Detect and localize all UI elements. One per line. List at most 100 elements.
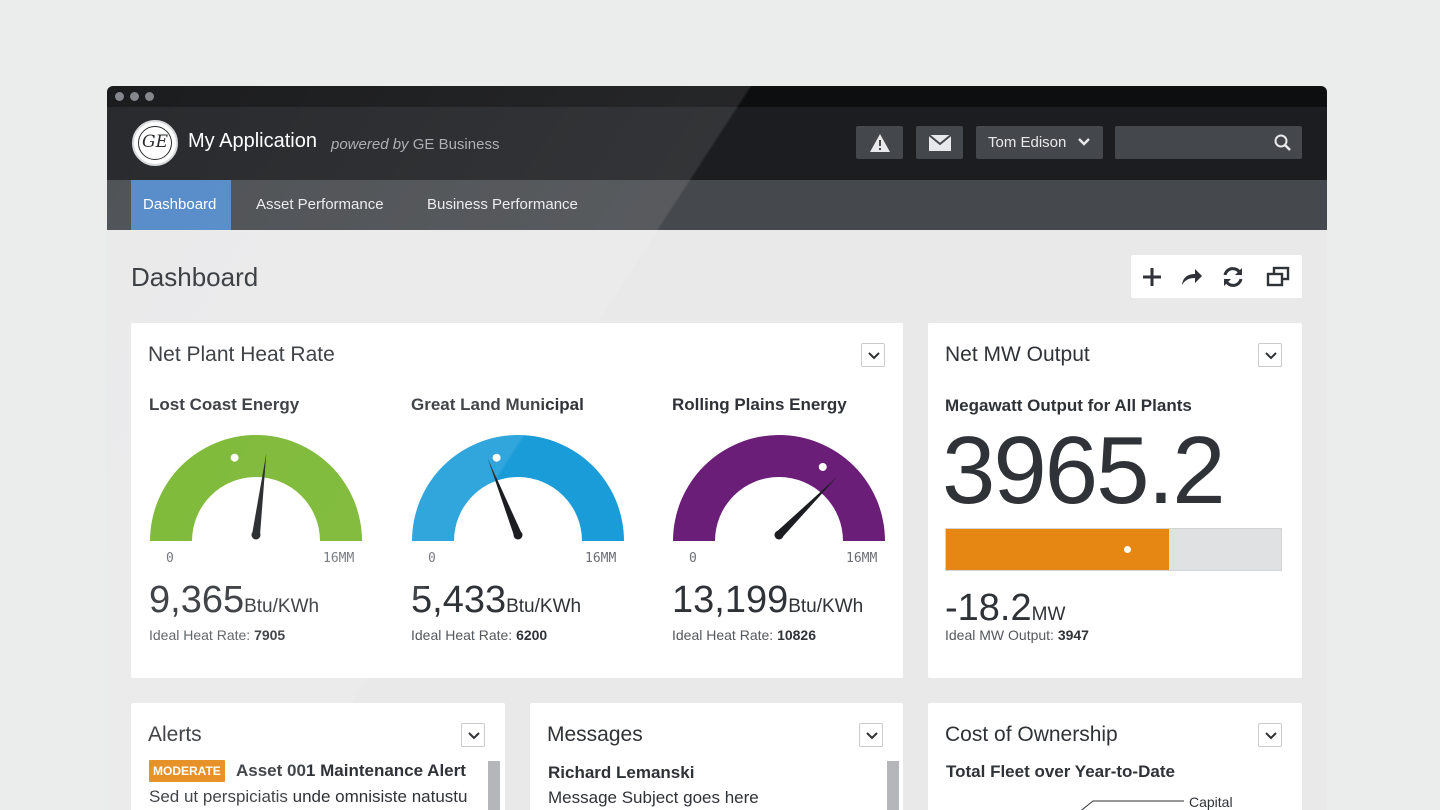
- tab-dashboard[interactable]: Dashboard: [131, 180, 231, 230]
- powered-by-prefix: powered by: [331, 136, 409, 153]
- window-minimize-dot[interactable]: [130, 92, 139, 101]
- mw-output-value: 3965.2: [942, 417, 1226, 524]
- mw-ideal-label: Ideal MW Output:: [945, 627, 1054, 643]
- mw-target-marker: [1123, 546, 1131, 553]
- card-menu-button[interactable]: [1258, 343, 1282, 367]
- gauge-great-land: Great Land Municipal 0 16MM 5,433Btu/KWh…: [411, 395, 651, 655]
- alerts-scrollbar[interactable]: [488, 761, 500, 810]
- alert-item-body: Sed ut perspiciatis unde omnisiste natus…: [149, 787, 468, 806]
- mail-icon: [927, 133, 952, 151]
- heat-rate-title: Net Plant Heat Rate: [148, 343, 335, 366]
- powered-by-text: powered by GE Business: [331, 136, 499, 153]
- app-header: GE My Application powered by GE Business…: [107, 107, 1327, 180]
- mw-output-card: Net MW Output Megawatt Output for All Pl…: [928, 323, 1302, 678]
- cost-leader-line: [1080, 800, 1184, 810]
- ge-logo[interactable]: GE: [132, 120, 178, 166]
- gauge-needle-hub: [513, 530, 523, 540]
- card-menu-button[interactable]: [859, 723, 883, 747]
- card-menu-button[interactable]: [1258, 723, 1282, 747]
- gauge-lost-coast: Lost Coast Energy 0 16MM 9,365Btu/KWh Id…: [149, 395, 389, 655]
- gauge-needle: [252, 453, 267, 536]
- page-title: Dashboard: [131, 262, 259, 292]
- gauge-value-number: 9,365: [149, 579, 245, 621]
- gauge-dial: [673, 435, 885, 541]
- gauge-target-marker: [492, 453, 501, 462]
- gauge-dial: [412, 435, 624, 541]
- refresh-icon[interactable]: [1220, 264, 1246, 290]
- warning-icon: [869, 133, 890, 152]
- search-input[interactable]: [1115, 126, 1302, 159]
- alert-item-title[interactable]: Asset 001 Maintenance Alert: [236, 761, 466, 780]
- gauge-target-marker: [818, 462, 827, 471]
- gauge-needle-hub: [251, 530, 261, 540]
- gauge-ideal-label: Ideal Heat Rate:: [149, 627, 251, 643]
- gauge-ideal: Ideal Heat Rate: 6200: [411, 627, 547, 643]
- card-menu-button[interactable]: [461, 723, 485, 747]
- gauge-name: Rolling Plains Energy: [672, 395, 847, 414]
- mw-output-title: Net MW Output: [945, 343, 1090, 366]
- gauge-value-unit: Btu/KWh: [506, 596, 582, 617]
- gauge-value-number: 5,433: [411, 579, 507, 621]
- gauge-max-label: 16MM: [323, 551, 355, 566]
- gauge-value-number: 13,199: [672, 579, 789, 621]
- main-nav: Dashboard Asset Performance Business Per…: [107, 180, 1327, 230]
- search-icon[interactable]: [1274, 134, 1292, 152]
- tab-business-performance[interactable]: Business Performance: [427, 196, 578, 213]
- chevron-down-icon: [1265, 352, 1277, 360]
- window-maximize-dot[interactable]: [145, 92, 154, 101]
- alerts-card: Alerts MODERATE Asset 001 Maintenance Al…: [131, 703, 505, 810]
- mw-output-subtitle: Megawatt Output for All Plants: [945, 396, 1192, 415]
- gauge-dial: [150, 435, 362, 541]
- share-icon[interactable]: [1178, 264, 1204, 290]
- user-name: Tom Edison: [988, 134, 1067, 151]
- gauge-rolling-plains: Rolling Plains Energy 0 16MM 13,199Btu/K…: [672, 395, 912, 655]
- cost-subtitle: Total Fleet over Year-to-Date: [946, 762, 1175, 781]
- message-subject[interactable]: Message Subject goes here: [548, 788, 759, 807]
- cost-card: Cost of Ownership Total Fleet over Year-…: [928, 703, 1302, 810]
- mw-ideal-value: 3947: [1057, 627, 1089, 643]
- gauge-value: 13,199Btu/KWh: [672, 579, 863, 622]
- messages-scrollbar[interactable]: [887, 761, 899, 810]
- message-sender[interactable]: Richard Lemanski: [548, 763, 695, 782]
- gauge-value: 5,433Btu/KWh: [411, 579, 581, 622]
- chevron-down-icon: [866, 732, 878, 740]
- cost-legend-capital: Capital: [1189, 794, 1233, 810]
- powered-by-brand: GE Business: [412, 136, 500, 153]
- gauge-value-unit: Btu/KWh: [788, 596, 864, 617]
- gauge-ideal-value: 6200: [516, 627, 548, 643]
- severity-badge: MODERATE: [149, 760, 225, 782]
- gauge-value: 9,365Btu/KWh: [149, 579, 319, 622]
- card-menu-button[interactable]: [861, 343, 885, 367]
- app-title: My Application: [188, 130, 317, 152]
- gauge-min-label: 0: [689, 551, 697, 566]
- gauge-value-unit: Btu/KWh: [244, 596, 320, 617]
- gauge-max-label: 16MM: [846, 551, 878, 566]
- tab-asset-performance[interactable]: Asset Performance: [256, 196, 384, 213]
- gauge-ideal-value: 7905: [254, 627, 286, 643]
- gauge-ideal-label: Ideal Heat Rate:: [411, 627, 513, 643]
- chevron-down-icon: [1265, 732, 1277, 740]
- alerts-button[interactable]: [856, 126, 903, 159]
- gauge-min-label: 0: [428, 551, 436, 566]
- mw-delta-unit: MW: [1031, 604, 1066, 625]
- gauge-max-label: 16MM: [585, 551, 617, 566]
- app-window: GE My Application powered by GE Business…: [107, 86, 1327, 810]
- mw-delta-value: -18.2: [945, 587, 1032, 629]
- popout-icon[interactable]: [1265, 264, 1291, 290]
- dashboard-toolbar: [1131, 255, 1302, 298]
- gauge-arc: [412, 435, 624, 541]
- messages-button[interactable]: [916, 126, 963, 159]
- chevron-down-icon: [468, 732, 480, 740]
- gauge-target-marker: [230, 453, 239, 462]
- plus-icon[interactable]: [1139, 264, 1165, 290]
- window-close-dot[interactable]: [115, 92, 124, 101]
- mw-progress-fill: [946, 529, 1169, 570]
- window-titlebar: [107, 86, 1327, 107]
- gauge-ideal: Ideal Heat Rate: 10826: [672, 627, 816, 643]
- messages-title: Messages: [547, 723, 643, 746]
- gauge-arc: [673, 435, 885, 541]
- gauge-arc: [150, 435, 362, 541]
- messages-card: Messages Richard Lemanski Message Subjec…: [530, 703, 903, 810]
- user-menu-button[interactable]: Tom Edison: [976, 126, 1103, 159]
- gauge-name: Lost Coast Energy: [149, 395, 300, 414]
